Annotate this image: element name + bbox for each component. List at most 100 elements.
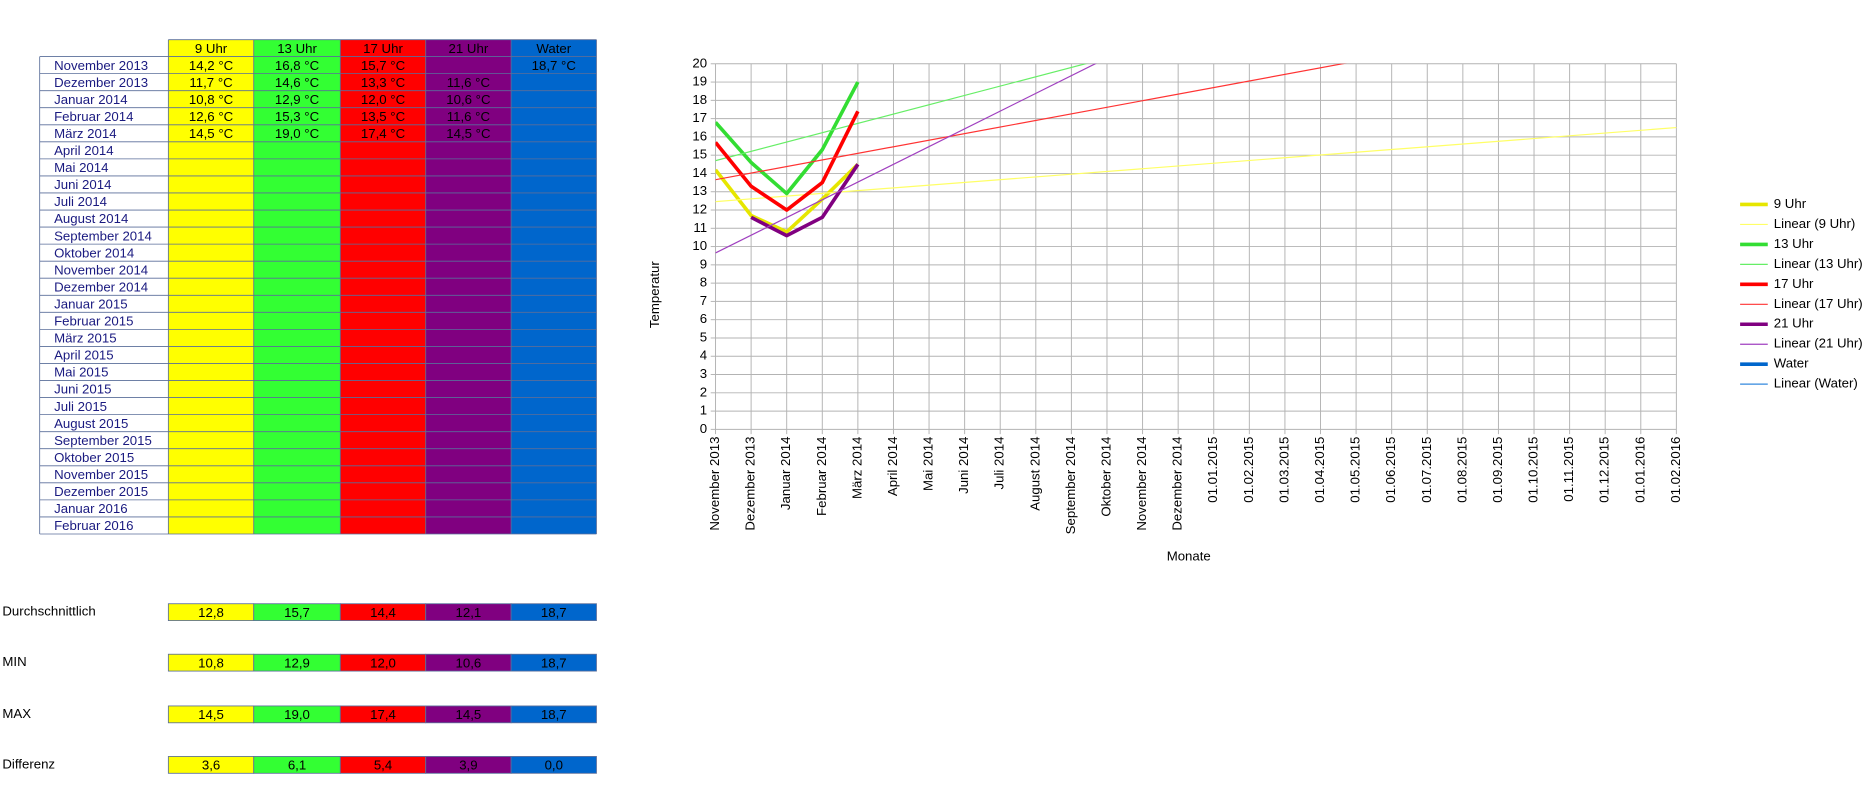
cell-value: 14,2 °C (189, 58, 234, 73)
summary-value: 10,6 (456, 655, 482, 670)
x-tick-label: Juli 2014 (992, 437, 1007, 490)
summary-value: 14,5 (456, 707, 482, 722)
row-label: April 2015 (54, 348, 114, 363)
plot-area (715, 63, 1677, 254)
x-tick-label: November 2013 (707, 437, 722, 531)
summary-label: Differenz (2, 756, 55, 771)
row-label: Oktober 2015 (54, 450, 134, 465)
row-label: April 2014 (54, 143, 114, 158)
cell-value: 15,3 °C (275, 109, 320, 124)
y-tick-label: 3 (700, 366, 707, 381)
cell-value: 17,4 °C (361, 126, 406, 141)
row-label: Januar 2014 (54, 92, 128, 107)
y-tick-label: 4 (700, 348, 707, 363)
summary-value: 18,7 (541, 655, 567, 670)
y-tick-label: 1 (700, 403, 707, 418)
row-label: November 2015 (54, 467, 148, 482)
column-header: 17 Uhr (363, 41, 403, 56)
legend-label: Linear (21 Uhr) (1774, 336, 1863, 351)
row-label: März 2015 (54, 331, 116, 346)
cell-value: 12,6 °C (189, 109, 234, 124)
cell-value: 18,7 °C (532, 58, 577, 73)
row-label: Februar 2016 (54, 518, 133, 533)
legend-label: 9 Uhr (1774, 196, 1807, 211)
x-tick-label: Oktober 2014 (1098, 437, 1113, 517)
cell-value: 10,8 °C (189, 92, 234, 107)
x-tick-label: November 2014 (1134, 437, 1149, 531)
row-label: Dezember 2014 (54, 279, 148, 294)
column-header: 21 Uhr (449, 41, 489, 56)
row-label: November 2014 (54, 262, 148, 277)
summary-value: 12,9 (284, 655, 310, 670)
summary-value: 12,0 (370, 655, 396, 670)
y-tick-label: 19 (692, 74, 707, 89)
trend-line (715, 63, 1097, 254)
y-tick-label: 15 (692, 147, 707, 162)
summary-cell (510, 603, 597, 621)
summary-value: 14,5 (198, 707, 224, 722)
y-tick-label: 0 (700, 421, 707, 436)
column-fill (168, 39, 254, 534)
summary-value: 12,1 (456, 605, 482, 620)
y-tick-label: 16 (692, 128, 707, 143)
x-axis-title: Monate (1167, 548, 1211, 563)
x-tick-label: 01.03.2015 (1276, 437, 1291, 503)
x-tick-label: 01.07.2015 (1419, 437, 1434, 503)
cell-value: 19,0 °C (275, 126, 320, 141)
cell-value: 13,3 °C (361, 75, 406, 90)
x-tick-label: 01.04.2015 (1312, 437, 1327, 503)
legend-label: Linear (Water) (1774, 376, 1858, 391)
x-tick-label: Februar 2014 (814, 437, 829, 516)
summary-cell (510, 705, 597, 724)
row-label: Oktober 2014 (54, 245, 134, 260)
column-header: 9 Uhr (195, 41, 228, 56)
summary-value: 14,4 (370, 605, 396, 620)
cell-value: 13,5 °C (361, 109, 406, 124)
row-label: November 2013 (54, 58, 148, 73)
summary-value: 5,4 (374, 758, 392, 773)
y-tick-label: 20 (692, 55, 707, 70)
cell-value: 14,5 °C (189, 126, 234, 141)
series-line (715, 110, 860, 212)
summary-value: 10,8 (198, 655, 224, 670)
row-label: Februar 2014 (54, 109, 133, 124)
summary-value: 0,0 (545, 758, 563, 773)
cell-value: 12,9 °C (275, 92, 320, 107)
y-tick-label: 18 (692, 92, 707, 107)
summary-value: 6,1 (288, 758, 306, 773)
y-tick-label: 5 (700, 329, 707, 344)
cell-value: 10,6 °C (446, 92, 491, 107)
y-tick-label: 6 (700, 311, 707, 326)
summary-value: 17,4 (370, 707, 396, 722)
x-tick-label: 01.06.2015 (1383, 437, 1398, 503)
summary-cell (510, 756, 597, 774)
y-tick-label: 8 (700, 275, 707, 290)
cell-value: 14,5 °C (446, 126, 491, 141)
row-label: Januar 2016 (54, 501, 128, 516)
summary-value: 3,6 (202, 758, 220, 773)
row-label: September 2014 (54, 228, 152, 243)
legend-label: 13 Uhr (1774, 236, 1814, 251)
cell-value: 12,0 °C (361, 92, 406, 107)
row-label: Mai 2015 (54, 365, 108, 380)
summary-cell (510, 653, 597, 672)
y-tick-label: 12 (692, 202, 707, 217)
x-tick-label: 01.01.2015 (1205, 437, 1220, 503)
x-tick-label: Dezember 2014 (1170, 437, 1185, 531)
x-tick-label: September 2014 (1063, 437, 1078, 535)
legend-label: Linear (17 Uhr) (1774, 296, 1863, 311)
row-label: August 2015 (54, 416, 128, 431)
x-tick-label: 01.08.2015 (1454, 437, 1469, 503)
y-tick-label: 17 (692, 110, 707, 125)
x-tick-label: 01.11.2015 (1561, 437, 1576, 502)
x-tick-label: Januar 2014 (778, 437, 793, 511)
row-label: März 2014 (54, 126, 116, 141)
y-tick-label: 2 (700, 384, 707, 399)
x-tick-label: März 2014 (849, 437, 864, 499)
trend-line (715, 63, 1346, 181)
summary-label: MIN (2, 654, 26, 669)
summary-label: Durchschnittlich (2, 604, 95, 619)
summary-value: 3,9 (459, 758, 477, 773)
summary-value: 18,7 (541, 707, 567, 722)
